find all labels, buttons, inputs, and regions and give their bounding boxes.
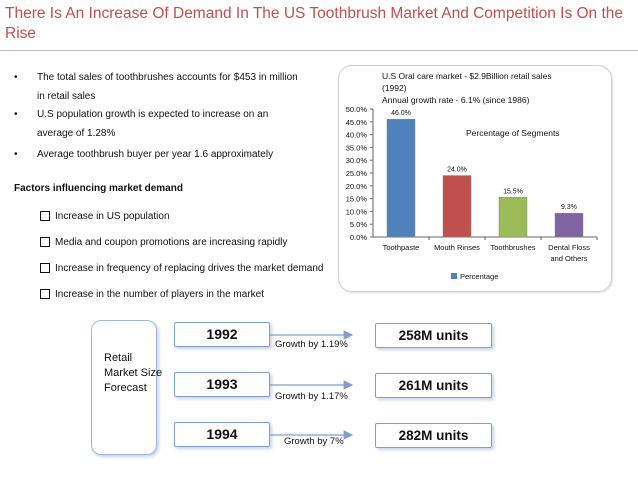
title-divider xyxy=(0,50,638,51)
bullet-text: Average toothbrush buyer per year 1.6 ap… xyxy=(37,149,274,160)
factor-item: Increase in the number of players in the… xyxy=(55,289,264,300)
bar xyxy=(554,212,584,238)
factors-heading: Factors influencing market demand xyxy=(14,183,183,194)
bar xyxy=(498,197,528,238)
bullet-text: The total sales of toothbrushes accounts… xyxy=(37,72,298,83)
y-tick-label: 25.0% xyxy=(346,169,368,178)
y-tick-label: 30.0% xyxy=(346,156,368,165)
data-label: 24.0% xyxy=(447,167,467,174)
checkbox-icon xyxy=(40,237,50,247)
year-box: 1993 xyxy=(174,372,270,397)
y-tick-label: 10.0% xyxy=(346,207,368,216)
chart-note: (1992) xyxy=(382,83,407,93)
bullet-text: average of 1.28% xyxy=(37,128,116,139)
units-box: 282M units xyxy=(375,423,492,448)
y-tick-label: 15.0% xyxy=(346,195,368,204)
data-label: 9.3% xyxy=(561,204,577,211)
category-label: Toothbrushes xyxy=(490,243,535,252)
data-label: 15.5% xyxy=(503,188,523,195)
year-box: 1994 xyxy=(174,422,270,447)
growth-label: Growth by 7% xyxy=(284,436,344,447)
category-label: Dental Floss xyxy=(548,243,590,252)
y-tick-label: 20.0% xyxy=(346,182,368,191)
legend-swatch xyxy=(451,273,457,279)
factor-item: Increase in frequency of replacing drive… xyxy=(55,263,324,274)
category-label: Mouth Rinses xyxy=(434,243,480,252)
year-box: 1992 xyxy=(174,322,270,347)
segments-label: Percentage of Segments xyxy=(466,128,560,138)
checkbox-icon xyxy=(40,289,50,299)
checkbox-icon xyxy=(40,263,50,273)
category-label: Toothpaste xyxy=(383,243,420,252)
units-box: 258M units xyxy=(375,323,492,348)
forecast-label: Retail Market Size Forecast xyxy=(104,352,163,394)
chart-frame xyxy=(338,65,612,292)
growth-label: Growth by 1.19% xyxy=(275,339,348,350)
y-tick-label: 45.0% xyxy=(346,118,368,127)
bullet-text: U.S population growth is expected to inc… xyxy=(37,109,269,120)
chart-note: Annual growth rate - 6.1% (since 1986) xyxy=(382,95,530,105)
chart-note: U.S Oral care market - $2.9Billion retai… xyxy=(382,71,552,81)
bar xyxy=(386,118,416,238)
checkbox-icon xyxy=(40,211,50,221)
y-tick-label: 50.0% xyxy=(346,105,368,114)
bullet-dot: • xyxy=(14,109,18,120)
y-tick-label: 40.0% xyxy=(346,131,368,140)
page-title: There Is An Increase Of Demand In The US… xyxy=(5,5,624,42)
legend-label: Percentage xyxy=(460,272,498,281)
bullet-dot: • xyxy=(14,72,18,83)
growth-label: Growth by 1.17% xyxy=(275,391,348,402)
category-label: and Others xyxy=(550,254,587,263)
factor-item: Increase in US population xyxy=(55,211,170,222)
units-box: 261M units xyxy=(375,373,492,398)
y-tick-label: 35.0% xyxy=(346,143,368,152)
y-tick-label: 5.0% xyxy=(350,220,367,229)
bullet-dot: • xyxy=(14,149,18,160)
bullet-text: in retail sales xyxy=(37,91,96,102)
factor-item: Media and coupon promotions are increasi… xyxy=(55,237,288,248)
y-tick-label: 0.0% xyxy=(350,233,367,242)
bar xyxy=(442,175,472,238)
data-label: 46.0% xyxy=(391,110,411,117)
forecast-label-box xyxy=(91,320,157,455)
